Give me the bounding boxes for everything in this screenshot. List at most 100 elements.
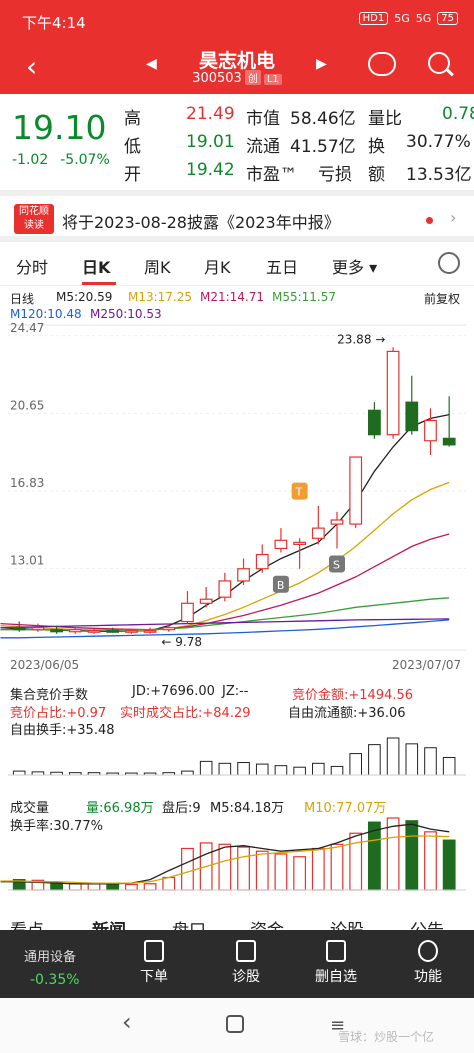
ma-line-m120 (0, 619, 450, 639)
next-stock-icon[interactable]: ▶ (316, 56, 327, 72)
notice-text: 将于2023-08-28披露《2023年中报》 (62, 213, 340, 232)
fq-toggle[interactable]: 前复权 (424, 292, 461, 306)
y-tick-label: 24.47 (10, 321, 44, 335)
tab-more[interactable]: 更多 ▾ (332, 258, 378, 277)
tab-intraday[interactable]: 分时 (16, 258, 49, 277)
low-label: 低 (124, 137, 141, 157)
auction-deal-pct: 实时成交占比:+84.29 (120, 706, 251, 721)
vr-value: 0.78 (442, 104, 474, 124)
board-tag: 创 (244, 70, 261, 85)
candle-body (218, 580, 232, 598)
auction-bar (199, 760, 213, 776)
logo-line-1: 同花顺 (19, 206, 49, 217)
auction-bar (405, 743, 419, 776)
open-value: 19.42 (186, 160, 235, 180)
tab-monthly-k[interactable]: 月K (204, 258, 231, 277)
low-value: 19.01 (186, 132, 235, 152)
high-label: 高 (124, 109, 141, 129)
candle-body (181, 602, 194, 623)
status-icons: HD1 5G 5G 75 (358, 12, 458, 25)
nav-home-icon[interactable] (226, 1015, 244, 1033)
gear-icon[interactable] (438, 252, 460, 274)
pe-value: 亏损 (318, 165, 352, 185)
order-button[interactable]: 下单 (124, 940, 184, 986)
chart-tabs: 分时 日K 周K 月K 五日 更多 ▾ (0, 244, 474, 286)
signal-marker-B (272, 575, 289, 593)
diagnose-label: 诊股 (232, 969, 260, 985)
candle-body (143, 630, 157, 633)
auction-bar (237, 762, 250, 776)
tab-weekly-k[interactable]: 周K (144, 258, 171, 277)
volume-bar (293, 856, 307, 891)
battery-icon: 75 (437, 12, 458, 25)
turnover-label: 换 (368, 137, 385, 157)
tab-news[interactable]: 新闻 (92, 916, 126, 930)
level-tag: L1 (263, 74, 282, 85)
search-icon[interactable] (428, 52, 450, 74)
candle-body (386, 350, 400, 436)
nav-recent-icon[interactable]: ≡ (330, 1015, 346, 1036)
auction-bar (255, 763, 269, 776)
function-button[interactable]: 功能 (398, 940, 458, 986)
signal-marker-label: B (277, 579, 285, 592)
candle-body (199, 598, 213, 604)
volume-bar (162, 876, 176, 891)
notice-bar[interactable]: 同花顺 读读 将于2023-08-28披露《2023年中报》 › (0, 190, 474, 242)
signal-marker-T (291, 482, 308, 500)
signal-marker-label: S (333, 558, 340, 571)
stock-header: ‹ ◀ 昊志机电 300503 创 L1 ▶ (0, 42, 474, 94)
volume-label[interactable]: 成交量 (10, 801, 50, 816)
min-price-label: ← 9.78 (161, 635, 202, 649)
amount-label: 额 (368, 165, 385, 185)
remove-watchlist-button[interactable]: 删自选 (306, 940, 366, 986)
signal-icon-2: 5G (415, 12, 432, 25)
stock-name: 昊志机电 (198, 50, 275, 72)
volume-bar (68, 883, 82, 891)
system-nav-bar: ‹ ≡ 雪球：炒股一个亿 (0, 998, 474, 1053)
candle-body (274, 539, 288, 550)
tab-funds[interactable]: 资金 (250, 916, 284, 930)
diagnose-button[interactable]: 诊股 (216, 940, 276, 986)
candle-body (311, 527, 325, 539)
candle-body (368, 409, 381, 436)
kline-chart[interactable]: 24.47 20.65 16.83 13.01 2023/06/05 2023/07/07… (0, 0, 474, 930)
tab-highlights[interactable]: 看点 (10, 916, 44, 930)
ma-m21: M21:14.71 (200, 290, 265, 304)
volume-bar (87, 883, 101, 891)
tab-five-day[interactable]: 五日 (266, 258, 299, 277)
prev-stock-icon[interactable]: ◀ (146, 56, 157, 72)
tab-announcements[interactable]: 公告 (410, 916, 444, 930)
minus-icon (326, 940, 346, 962)
max-price-label: 23.88 → (337, 332, 385, 346)
auction-bar (12, 770, 26, 776)
candle-body (68, 629, 82, 633)
last-price: 19.10 (12, 108, 107, 147)
logo-line-2: 读读 (24, 220, 44, 231)
auction-bar (312, 762, 325, 776)
turnover-rate: 换手率:30.77% (10, 819, 103, 834)
sector-label[interactable]: 通用设备 (24, 950, 77, 965)
watermark: 雪球：炒股一个亿 (338, 1030, 435, 1044)
candle-body (237, 568, 250, 582)
volume-bar (386, 817, 400, 891)
content-tabs: 看点 新闻 盘口 资金 论股 公告 (0, 910, 474, 930)
turnover-value: 30.77% (406, 132, 471, 152)
candle-body (162, 627, 176, 631)
volume-bar (311, 847, 325, 891)
volume-bar (106, 883, 120, 891)
y-tick-label: 20.65 (10, 398, 44, 412)
float-value: 41.57亿 (290, 137, 356, 157)
ma-m120: M120:10.48 (10, 307, 82, 321)
auction-label[interactable]: 集合竞价手数 (10, 688, 89, 703)
y-tick-label: 13.01 (10, 554, 44, 568)
change-value: -1.02 (12, 152, 49, 168)
float-label: 流通 (246, 137, 280, 157)
open-label: 开 (124, 165, 141, 185)
tab-discussion[interactable]: 论股 (330, 916, 364, 930)
tab-orderbook[interactable]: 盘口 (172, 916, 206, 930)
nav-back-icon[interactable]: ‹ (122, 1008, 132, 1036)
robot-icon[interactable] (368, 52, 396, 76)
tab-daily-k[interactable]: 日K (82, 258, 111, 277)
back-icon[interactable]: ‹ (26, 50, 38, 83)
candle-body (255, 553, 269, 570)
